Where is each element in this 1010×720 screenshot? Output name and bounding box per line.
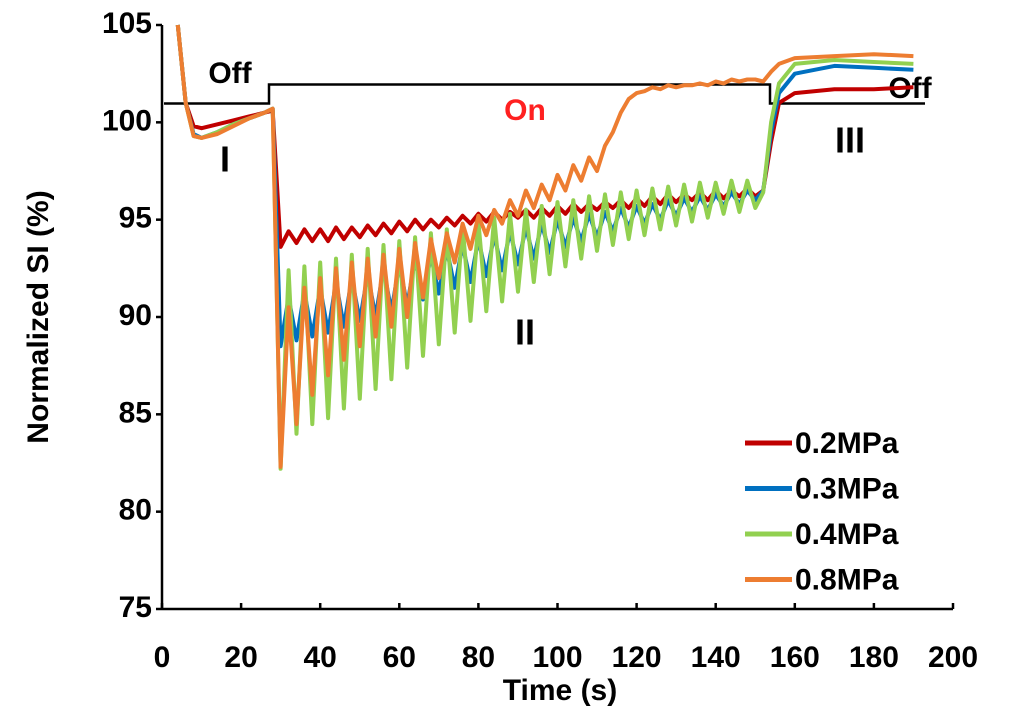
annotation: Off xyxy=(208,57,252,90)
y-tick-label: 95 xyxy=(119,202,152,235)
annotation: II xyxy=(515,312,535,353)
y-tick-label: 75 xyxy=(119,591,152,624)
x-tick-label: 120 xyxy=(612,641,662,674)
y-tick-label: 100 xyxy=(102,104,152,137)
legend-label: 0.4MPa xyxy=(795,518,899,551)
legend-label: 0.8MPa xyxy=(795,563,899,596)
x-tick-label: 160 xyxy=(770,641,820,674)
stimulus-step xyxy=(164,83,925,105)
x-tick-label: 60 xyxy=(383,641,416,674)
annotation: I xyxy=(220,139,230,180)
x-tick-label: 180 xyxy=(849,641,899,674)
y-tick-label: 105 xyxy=(102,7,152,40)
annotation: On xyxy=(504,94,546,127)
x-tick-label: 40 xyxy=(304,641,337,674)
legend-label: 0.2MPa xyxy=(795,427,899,460)
y-tick-label: 80 xyxy=(119,494,152,527)
x-tick-label: 20 xyxy=(224,641,257,674)
x-tick-label: 0 xyxy=(154,641,171,674)
y-tick-label: 90 xyxy=(119,299,152,332)
x-tick-label: 80 xyxy=(462,641,495,674)
legend-label: 0.3MPa xyxy=(795,472,899,505)
y-tick-label: 85 xyxy=(119,396,152,429)
y-axis-title: Normalized SI (%) xyxy=(22,190,55,443)
x-tick-label: 200 xyxy=(928,641,978,674)
x-tick-label: 100 xyxy=(532,641,582,674)
series-line xyxy=(175,24,914,469)
x-axis-title: Time (s) xyxy=(503,674,617,707)
annotation: III xyxy=(835,120,865,161)
x-tick-label: 140 xyxy=(691,641,741,674)
